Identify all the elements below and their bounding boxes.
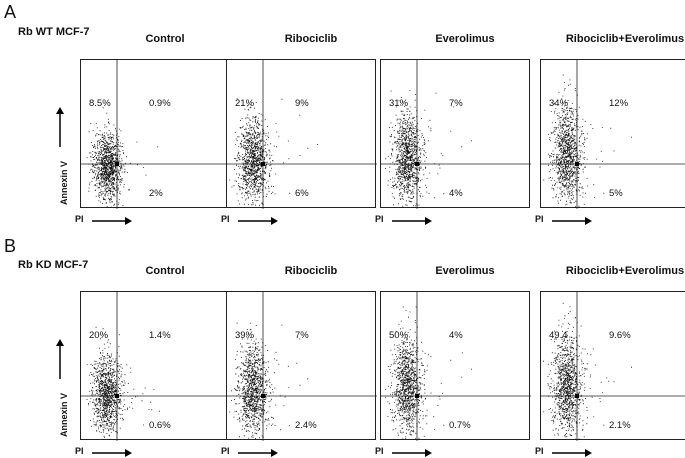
x-axis-label-pi: PI [375,214,384,224]
gate-marker [415,394,419,398]
quadrant-upper-left-pct: 50% [389,330,409,341]
scatter-plot: 21% 9% 6% [226,59,377,209]
scatter-plot: 34% 12% 5% [540,59,685,209]
quadrant-lower-right-pct: 2.4% [295,420,317,431]
y-axis-arrow-icon [56,339,64,379]
scatter-dots [381,292,531,441]
gate-marker [575,394,579,398]
scatter-dots [81,292,231,441]
quadrant-lower-right-pct: 0.6% [149,420,171,431]
quadrant-lower-right-pct: 5% [609,188,623,199]
quadrant-upper-left-pct: 39% [235,330,255,341]
plot-title: Ribociclib+Everolimus [565,33,685,45]
event-dots [385,306,472,440]
gate-marker [115,162,119,166]
gate-marker [261,162,265,166]
x-axis-label-pi: PI [221,214,230,224]
scatter-plot: 39% 7% 2.4% [226,291,377,441]
scatter-dots [381,60,531,209]
panel-letter-a: A [4,2,17,22]
quadrant-upper-left-pct: 31% [389,98,409,109]
x-axis-label-pi: PI [75,446,84,456]
x-axis-label-pi: PI [535,446,544,456]
scatter-dots [227,60,377,209]
quadrant-upper-right-pct: 0.9% [149,98,171,109]
plot-title: Control [145,265,185,277]
plot-title: Control [145,33,185,45]
event-dots [229,322,309,439]
condition-label-a: Rb WT MCF-7 [18,26,90,38]
quadrant-upper-left-pct: 49.4 [549,330,568,341]
x-axis-arrow-icon [238,449,278,457]
quadrant-upper-left-pct: 8.5% [89,98,111,109]
condition-label-b: Rb KD MCF-7 [18,259,89,271]
gate-marker [115,394,119,398]
y-axis-label-annexin-v: Annexin V [59,160,69,205]
quadrant-upper-right-pct: 12% [609,98,629,109]
quadrant-lower-right-pct: 2% [149,188,163,199]
gate-marker [575,162,579,166]
x-axis-arrow-icon [552,449,592,457]
quadrant-upper-right-pct: 7% [449,98,463,109]
plot-title: Everolimus [435,33,495,45]
event-dots [543,302,632,440]
panel-letter-b: B [4,236,17,256]
scatter-dots [81,60,231,209]
quadrant-upper-left-pct: 34% [549,98,569,109]
scatter-plot: 8.5% 0.9% 2% [80,59,231,209]
plot-title: Ribociclib+Everolimus [565,265,685,277]
y-axis-arrow-icon [56,107,64,147]
x-axis-arrow-icon [552,217,592,225]
quadrant-upper-left-pct: 21% [235,98,255,109]
plot-title: Ribociclib [284,33,338,45]
x-axis-arrow-icon [392,217,432,225]
scatter-plot: 31% 7% 4% [380,59,531,209]
y-axis-label-annexin-v: Annexin V [59,392,69,437]
quadrant-upper-left-pct: 20% [89,330,109,341]
x-axis-arrow-icon [238,217,278,225]
x-axis-arrow-icon [92,217,132,225]
scatter-plot: 20% 1.4% 0.6% [80,291,231,441]
event-dots [86,326,160,438]
quadrant-lower-right-pct: 2.1% [609,420,631,431]
x-axis-label-pi: PI [221,446,230,456]
x-axis-label-pi: PI [75,214,84,224]
x-axis-arrow-icon [392,449,432,457]
quadrant-upper-right-pct: 4% [449,330,463,341]
scatter-dots [541,292,685,441]
x-axis-arrow-icon [92,449,132,457]
scatter-plot: 49.4 9.6% 2.1% [540,291,685,441]
gate-marker [261,394,265,398]
scatter-dots [227,292,377,441]
scatter-dots [541,60,685,209]
quadrant-upper-right-pct: 1.4% [149,330,171,341]
gate-marker [415,162,419,166]
event-dots [543,74,632,208]
quadrant-lower-right-pct: 6% [295,188,309,199]
x-axis-label-pi: PI [535,214,544,224]
quadrant-upper-right-pct: 9.6% [609,330,631,341]
event-dots [86,107,159,208]
plot-title: Ribociclib [284,265,338,277]
x-axis-label-pi: PI [375,446,384,456]
scatter-plot: 50% 4% 0.7% [380,291,531,441]
quadrant-lower-right-pct: 4% [449,188,463,199]
quadrant-upper-right-pct: 9% [295,98,309,109]
quadrant-upper-right-pct: 7% [295,330,309,341]
quadrant-lower-right-pct: 0.7% [449,420,471,431]
plot-title: Everolimus [435,265,495,277]
